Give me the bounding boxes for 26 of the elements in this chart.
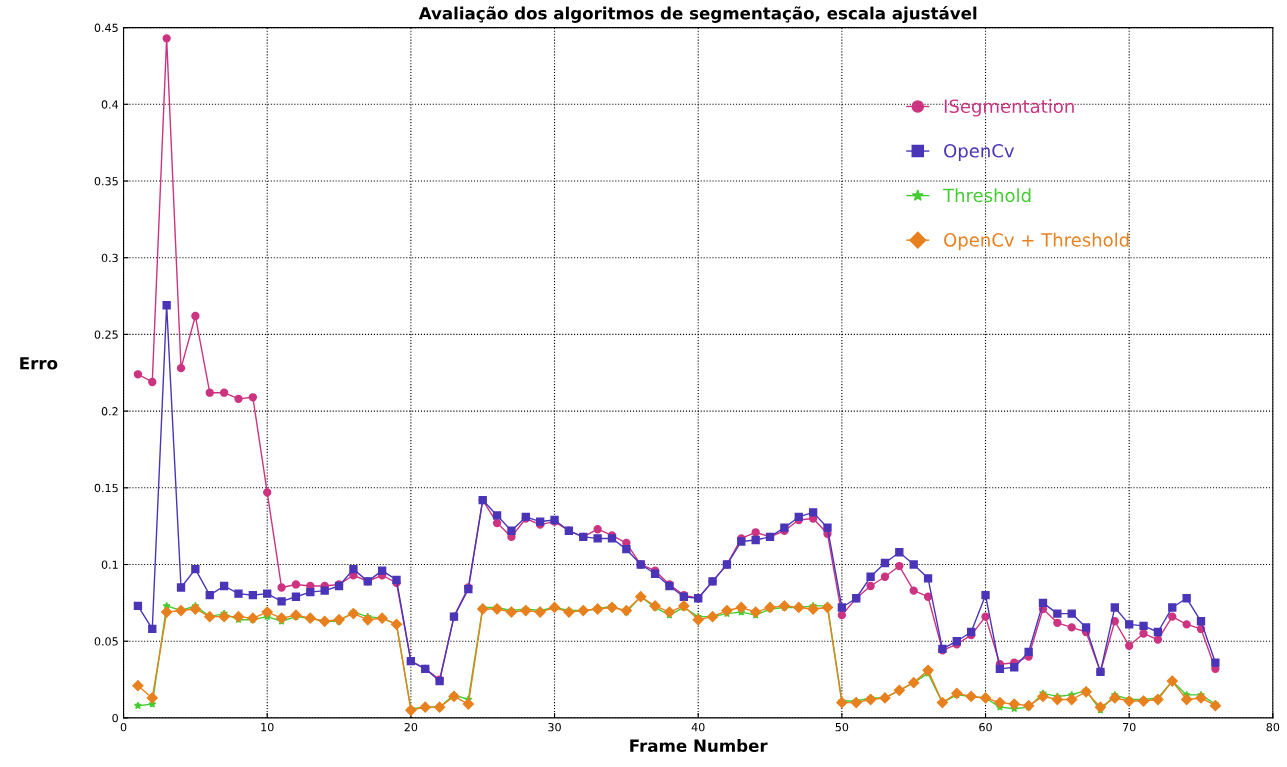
x-tick-label: 40 — [691, 722, 705, 732]
y-tick-label: 0 — [112, 713, 118, 723]
y-tick-label: 0.35 — [94, 176, 118, 186]
legend-label: Threshold — [943, 188, 1031, 203]
x-tick-label: 50 — [835, 722, 849, 732]
y-tick-label: 0.1 — [101, 560, 118, 569]
chart-title: Avaliação dos algoritmos de segmentação, escala ajustável — [418, 5, 977, 23]
legend-label: OpenCv + Threshold — [944, 232, 1129, 251]
y-axis-title: Erro — [20, 357, 58, 370]
legend-label: ISegmentation — [944, 99, 1074, 117]
x-tick-label: 20 — [404, 722, 418, 732]
y-tick-label: 0.25 — [94, 330, 118, 339]
x-tick-label: 10 — [261, 722, 274, 732]
y-tick-label: 0.4 — [101, 100, 119, 109]
x-tick-label: 60 — [979, 722, 992, 732]
y-tick-label: 0.3 — [101, 253, 118, 263]
x-axis-title: Frame Number — [630, 739, 768, 752]
x-tick-label: 30 — [548, 722, 561, 732]
y-tick-label: 0.45 — [94, 23, 118, 32]
x-tick-label: 70 — [1123, 722, 1136, 732]
x-tick-label: 80 — [1266, 722, 1280, 732]
y-tick-label: 0.2 — [101, 407, 118, 416]
x-tick-label: 0 — [120, 722, 127, 732]
legend-label: OpenCv — [944, 143, 1015, 162]
y-tick-label: 0.15 — [94, 483, 118, 493]
y-tick-label: 0.05 — [94, 637, 118, 646]
